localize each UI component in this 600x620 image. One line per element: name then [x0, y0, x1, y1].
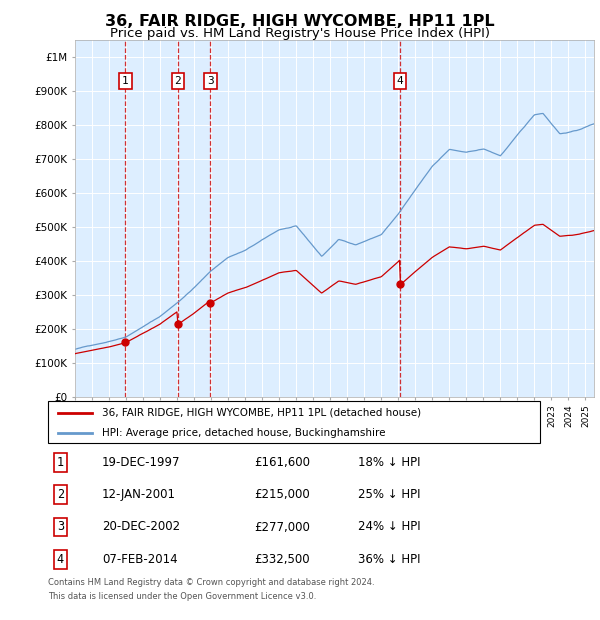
Text: 25% ↓ HPI: 25% ↓ HPI — [358, 489, 421, 501]
Text: 20-DEC-2002: 20-DEC-2002 — [102, 521, 180, 533]
Text: 4: 4 — [57, 553, 64, 565]
Text: 4: 4 — [397, 76, 403, 86]
Text: 12-JAN-2001: 12-JAN-2001 — [102, 489, 176, 501]
Text: £277,000: £277,000 — [254, 521, 311, 533]
Text: 1: 1 — [57, 456, 64, 469]
Text: 2: 2 — [175, 76, 181, 86]
Text: 19-DEC-1997: 19-DEC-1997 — [102, 456, 181, 469]
Text: 1: 1 — [122, 76, 129, 86]
Text: 36, FAIR RIDGE, HIGH WYCOMBE, HP11 1PL: 36, FAIR RIDGE, HIGH WYCOMBE, HP11 1PL — [105, 14, 495, 29]
Text: 07-FEB-2014: 07-FEB-2014 — [102, 553, 178, 565]
Text: This data is licensed under the Open Government Licence v3.0.: This data is licensed under the Open Gov… — [48, 592, 316, 601]
Text: 36% ↓ HPI: 36% ↓ HPI — [358, 553, 421, 565]
Text: 2: 2 — [57, 489, 64, 501]
Text: £215,000: £215,000 — [254, 489, 310, 501]
Text: 24% ↓ HPI: 24% ↓ HPI — [358, 521, 421, 533]
Text: Contains HM Land Registry data © Crown copyright and database right 2024.: Contains HM Land Registry data © Crown c… — [48, 578, 374, 588]
Text: 36, FAIR RIDGE, HIGH WYCOMBE, HP11 1PL (detached house): 36, FAIR RIDGE, HIGH WYCOMBE, HP11 1PL (… — [102, 407, 421, 417]
Text: £332,500: £332,500 — [254, 553, 310, 565]
Text: 18% ↓ HPI: 18% ↓ HPI — [358, 456, 421, 469]
Text: 3: 3 — [57, 521, 64, 533]
Text: 3: 3 — [207, 76, 214, 86]
Text: Price paid vs. HM Land Registry's House Price Index (HPI): Price paid vs. HM Land Registry's House … — [110, 27, 490, 40]
Text: HPI: Average price, detached house, Buckinghamshire: HPI: Average price, detached house, Buck… — [102, 428, 386, 438]
Text: £161,600: £161,600 — [254, 456, 311, 469]
